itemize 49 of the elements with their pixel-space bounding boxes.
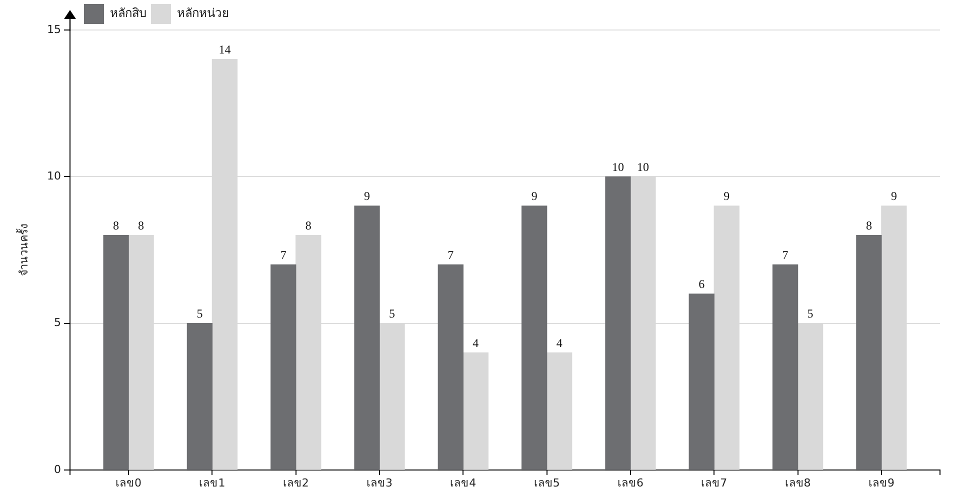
data-label: 8 [305,218,312,232]
y-axis-title: จำนวนครั้ง [15,224,30,276]
data-label: 8 [866,218,872,232]
data-label: 8 [138,218,144,232]
bar [438,264,464,470]
data-label: 8 [113,218,120,232]
y-tick-label: 10 [47,170,61,183]
bar [186,323,213,470]
y-tick-label: 5 [54,316,61,330]
data-label: 10 [636,160,649,174]
data-label: 14 [218,42,231,56]
data-label: 5 [807,306,814,320]
data-label: 4 [556,336,562,350]
data-label: 9 [890,189,897,204]
x-tick-label: เลข1 [199,476,226,490]
bar [103,235,129,470]
data-label: 7 [782,248,788,262]
bar [856,235,882,470]
bar [546,352,572,470]
x-tick-label: เลข3 [366,476,393,490]
bar [354,206,380,470]
bar [462,352,489,470]
data-label: 5 [196,306,203,320]
x-tick-label: เลข5 [534,476,560,490]
y-tick-label: 0 [54,462,61,476]
data-label: 4 [472,336,479,350]
x-tick-label: เลข2 [282,476,309,490]
data-label: 9 [531,189,538,204]
data-label: 9 [364,189,370,204]
x-tick-label: เลข0 [116,476,142,490]
data-label: 7 [448,248,454,262]
data-label: 5 [389,306,396,320]
x-tick-label: เลข7 [701,476,728,490]
x-tick-label: เลข8 [784,476,811,490]
bar [521,206,548,470]
data-label: 10 [612,160,624,174]
data-label: 7 [280,248,286,262]
data-label: 6 [698,277,705,292]
bar [772,264,798,470]
data-label: 9 [724,189,730,204]
bar [270,264,296,470]
y-tick-label: 15 [47,22,61,36]
bar [688,294,714,470]
legend-label: หลักหน่วย [177,6,229,20]
bar [605,176,631,470]
x-tick-label: เลข9 [868,476,894,490]
legend-label: หลักสิบ [110,6,147,20]
x-tick-label: เลข4 [450,476,476,490]
x-tick-label: เลข6 [617,476,644,490]
